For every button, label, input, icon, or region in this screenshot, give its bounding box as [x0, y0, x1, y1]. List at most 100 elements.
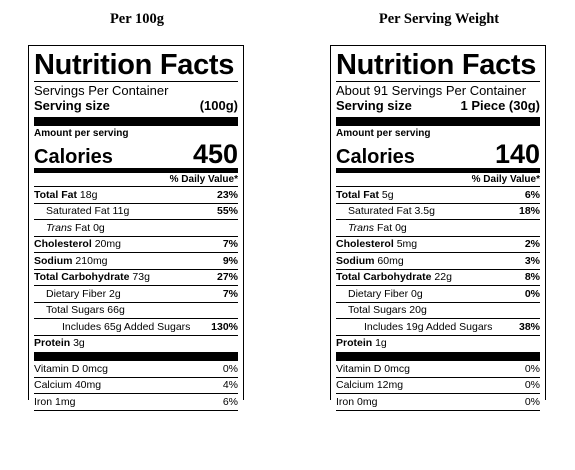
trans-fat-italic: Trans — [348, 221, 375, 234]
serving-size-row: Serving size 1 Piece (30g) — [336, 98, 540, 113]
heading-per-100g: Per 100g — [109, 11, 165, 27]
total-carbohydrate-label: Total Carbohydrate — [34, 271, 130, 284]
sodium-row: Sodium 210mg 9% — [34, 252, 238, 269]
total-sugars-row: Total Sugars 20g — [336, 301, 540, 319]
dietary-fiber-row: Dietary Fiber 2g 7% — [34, 285, 238, 302]
trans-fat-label: Fat 0g — [374, 221, 407, 234]
serving-size-label: Serving size — [336, 98, 412, 113]
total-fat-amount: 18g — [79, 188, 98, 201]
amount-per-serving: Amount per serving — [336, 128, 431, 139]
total-fat-amount: 5g — [381, 188, 394, 201]
calories-label: Calories — [336, 146, 415, 168]
thick-divider — [336, 117, 540, 126]
iron-dv: 0% — [524, 395, 540, 408]
daily-value-header: % Daily Value* — [169, 174, 238, 185]
total-fat-row: Total Fat 18g 23% — [34, 186, 238, 203]
protein-label: Protein — [34, 337, 71, 350]
trans-fat-italic: Trans — [46, 221, 73, 234]
cholesterol-dv: 7% — [222, 238, 238, 251]
medium-divider — [34, 168, 238, 173]
total-carbohydrate-row: Total Carbohydrate 22g 8% — [336, 268, 540, 286]
calcium-row: Calcium 12mg 0% — [336, 378, 540, 394]
added-sugars-dv: 130% — [211, 320, 238, 333]
added-sugars-row: Includes 19g Added Sugars 38% — [336, 318, 540, 335]
total-fat-label: Total Fat — [336, 188, 379, 201]
calories-value: 140 — [494, 139, 540, 169]
calcium-label: Calcium 40mg — [34, 379, 102, 392]
added-sugars-dv: 38% — [518, 320, 540, 333]
iron-label: Iron 1mg — [34, 395, 76, 408]
vitamin-d-row: Vitamin D 0mcg 0% — [34, 361, 238, 378]
cholesterol-dv: 2% — [524, 238, 540, 251]
saturated-fat-label: Saturated Fat 11g — [46, 205, 130, 218]
dietary-fiber-label: Dietary Fiber 0g — [348, 287, 423, 300]
calories-row: Calories 450 — [34, 140, 238, 168]
sodium-dv: 3% — [524, 254, 540, 267]
total-sugars-row: Total Sugars 66g — [34, 301, 238, 319]
serving-size-label: Serving size — [34, 98, 110, 113]
trans-fat-row: Trans Fat 0g — [34, 219, 238, 236]
calories-label: Calories — [34, 146, 113, 168]
servings-per-container: About 91 Servings Per Container — [336, 83, 527, 98]
total-carbohydrate-dv: 27% — [216, 271, 238, 284]
dietary-fiber-label: Dietary Fiber 2g — [46, 287, 121, 300]
title-rule — [34, 81, 238, 82]
protein-label: Protein — [336, 337, 373, 350]
calcium-row: Calcium 40mg 4% — [34, 378, 238, 394]
saturated-fat-row: Saturated Fat 3.5g 18% — [336, 202, 540, 220]
added-sugars-row: Includes 65g Added Sugars 130% — [34, 318, 238, 335]
vitamin-d-row: Vitamin D 0mcg 0% — [336, 361, 540, 378]
saturated-fat-row: Saturated Fat 11g 55% — [34, 202, 238, 220]
sodium-label: Sodium — [34, 254, 73, 267]
saturated-fat-dv: 55% — [216, 205, 238, 218]
cholesterol-amount: 5mg — [396, 238, 418, 251]
panel-title: Nutrition Facts — [34, 49, 235, 81]
title-rule — [336, 81, 540, 82]
amount-per-serving: Amount per serving — [34, 128, 129, 139]
serving-size-value: (100g) — [199, 98, 238, 113]
total-fat-label: Total Fat — [34, 188, 77, 201]
dietary-fiber-dv: 7% — [222, 287, 238, 300]
vitamin-d-label: Vitamin D 0mcg — [336, 362, 410, 375]
protein-row: Protein 3g — [34, 334, 238, 352]
sodium-row: Sodium 60mg 3% — [336, 252, 540, 269]
calories-value: 450 — [192, 139, 238, 169]
protein-amount: 3g — [73, 337, 85, 350]
total-sugars-label: Total Sugars 66g — [46, 304, 125, 317]
vitamin-d-label: Vitamin D 0mcg — [34, 362, 108, 375]
daily-value-header: % Daily Value* — [471, 174, 540, 185]
cholesterol-row: Cholesterol 20mg 7% — [34, 235, 238, 253]
sodium-amount: 210mg — [75, 254, 108, 267]
dietary-fiber-row: Dietary Fiber 0g 0% — [336, 285, 540, 302]
nutrition-panel-per-100g: Nutrition Facts Servings Per Container S… — [28, 45, 244, 411]
dietary-fiber-dv: 0% — [524, 287, 540, 300]
calcium-dv: 4% — [222, 379, 238, 392]
serving-size-row: Serving size (100g) — [34, 98, 238, 113]
saturated-fat-label: Saturated Fat 3.5g — [348, 205, 435, 218]
cholesterol-row: Cholesterol 5mg 2% — [336, 235, 540, 253]
protein-row: Protein 1g — [336, 334, 540, 352]
saturated-fat-dv: 18% — [518, 205, 540, 218]
sodium-label: Sodium — [336, 254, 375, 267]
protein-amount: 1g — [375, 337, 387, 350]
iron-row: Iron 0mg 0% — [336, 394, 540, 411]
sodium-amount: 60mg — [377, 254, 404, 267]
nutrition-panel-per-serving: Nutrition Facts About 91 Servings Per Co… — [330, 45, 546, 411]
calcium-dv: 0% — [524, 379, 540, 392]
cholesterol-label: Cholesterol — [34, 238, 92, 251]
vitamin-d-dv: 0% — [222, 362, 238, 375]
panel-title: Nutrition Facts — [336, 49, 537, 81]
heading-per-serving-weight: Per Serving Weight — [378, 11, 500, 27]
total-carbohydrate-amount: 73g — [132, 271, 150, 284]
iron-dv: 6% — [222, 395, 238, 408]
cholesterol-label: Cholesterol — [336, 238, 394, 251]
iron-label: Iron 0mg — [336, 395, 378, 408]
total-fat-row: Total Fat 5g 6% — [336, 186, 540, 203]
cholesterol-amount: 20mg — [94, 238, 121, 251]
total-carbohydrate-amount: 22g — [434, 271, 452, 284]
total-carbohydrate-label: Total Carbohydrate — [336, 271, 432, 284]
added-sugars-label: Includes 65g Added Sugars — [62, 320, 191, 333]
iron-row: Iron 1mg 6% — [34, 394, 238, 411]
trans-fat-row: Trans Fat 0g — [336, 219, 540, 236]
vitamins-divider — [34, 352, 238, 361]
